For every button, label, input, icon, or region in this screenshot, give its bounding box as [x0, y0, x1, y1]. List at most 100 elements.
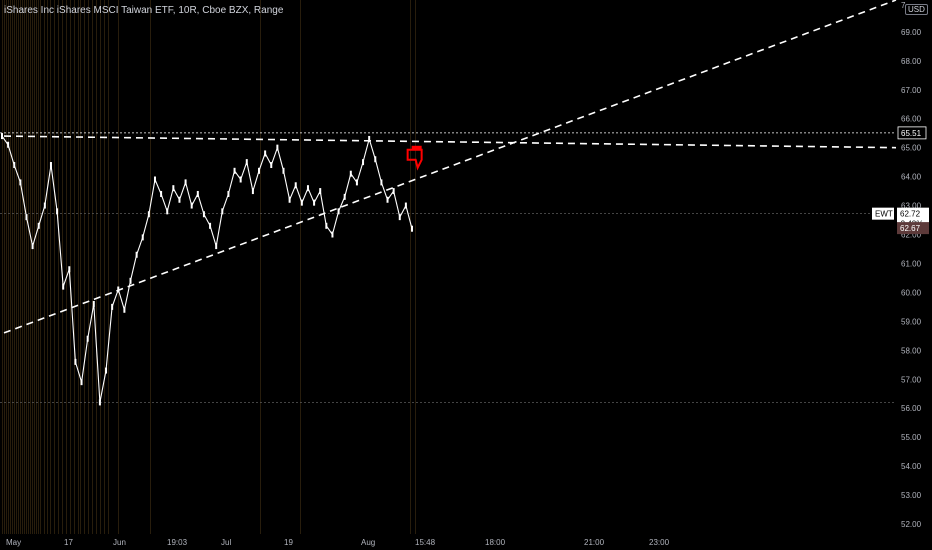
x-tick-label: Aug [361, 538, 375, 547]
price-point [355, 179, 358, 186]
current-price-box [897, 222, 929, 235]
price-point [178, 196, 181, 203]
y-tick-label: 63.00 [901, 202, 922, 211]
price-point [62, 283, 65, 290]
price-point [68, 266, 71, 273]
session-band [92, 0, 93, 534]
session-band [18, 0, 19, 534]
price-point [251, 188, 254, 195]
session-band [22, 0, 23, 534]
price-axis[interactable]: 52.00 53.00 54.00 55.00 56.00 57.00 58.00 59.00… [901, 1, 922, 529]
session-band [415, 0, 416, 534]
trendlines[interactable] [3, 0, 897, 334]
x-tick-label: 15:48 [415, 538, 436, 547]
session-band [38, 0, 39, 534]
x-tick-label: 19:03 [167, 538, 188, 547]
y-tick-label: 67.00 [901, 86, 922, 95]
price-point [135, 251, 138, 258]
price-point [392, 188, 395, 195]
trendline-upper [3, 135, 897, 149]
price-point [404, 202, 407, 209]
session-band [28, 0, 29, 534]
price-point [184, 179, 187, 186]
session-band [26, 0, 27, 534]
session-band [300, 0, 301, 534]
price-point [111, 303, 114, 310]
price-point [294, 182, 297, 189]
session-band [80, 0, 81, 534]
price-point [270, 162, 273, 169]
level-label: 65.51 [901, 129, 922, 138]
session-bands [2, 0, 416, 534]
session-band [84, 0, 85, 534]
price-point [209, 222, 212, 229]
pointing-hand-icon [406, 145, 423, 171]
y-tick-label: 61.00 [901, 259, 922, 268]
session-band [16, 0, 17, 534]
price-point [80, 379, 83, 386]
session-band [150, 0, 151, 534]
currency-badge[interactable]: USD [905, 4, 928, 15]
session-band [96, 0, 97, 534]
y-tick-label: 55.00 [901, 433, 922, 442]
price-point [98, 399, 101, 406]
y-tick-label: 62.00 [901, 231, 922, 240]
price-point [306, 185, 309, 192]
price-point [196, 190, 199, 197]
x-tick-label: Jun [113, 538, 126, 547]
price-point [92, 300, 95, 307]
x-tick-label: 21:00 [584, 538, 605, 547]
y-tick-label: 59.00 [901, 317, 922, 326]
price-point [172, 185, 175, 192]
session-band [6, 0, 7, 534]
session-band [20, 0, 21, 534]
session-band [78, 0, 79, 534]
price-point [411, 225, 413, 232]
session-band [50, 0, 51, 534]
y-tick-label: 54.00 [901, 462, 922, 471]
last-price: 62.72 [900, 210, 921, 219]
price-point [319, 188, 322, 195]
session-band [100, 0, 101, 534]
price-point [141, 234, 144, 241]
session-band [58, 0, 59, 534]
price-point [239, 176, 242, 183]
y-tick-label: 53.00 [901, 491, 922, 500]
price-point [56, 208, 59, 215]
x-tick-label: Jul [221, 538, 231, 547]
price-series [1, 133, 413, 406]
price-line [1, 135, 413, 403]
price-point [160, 190, 163, 197]
session-band [88, 0, 89, 534]
x-tick-label: 18:00 [485, 538, 506, 547]
y-tick-label: 52.00 [901, 520, 922, 529]
session-band [70, 0, 71, 534]
price-point [25, 214, 28, 221]
y-tick-label: 68.00 [901, 57, 922, 66]
session-band [32, 0, 33, 534]
horizontal-lines [0, 132, 896, 403]
price-point [331, 231, 334, 238]
price-point [258, 167, 261, 174]
time-axis[interactable]: May 17 Jun 19:03 Jul 19 Aug 15:48 18:00 21:00 23:0… [6, 538, 670, 547]
session-band [66, 0, 67, 534]
price-point [117, 286, 120, 293]
x-tick-label: 17 [64, 538, 73, 547]
y-tick-label: 69.00 [901, 28, 922, 37]
price-point [123, 306, 126, 313]
y-tick-label: 66.00 [901, 115, 922, 124]
price-point [221, 208, 224, 215]
session-band [44, 0, 45, 534]
y-tick-label: 57.00 [901, 375, 922, 384]
price-point [282, 167, 285, 174]
price-point [129, 277, 132, 284]
price-point [349, 170, 352, 177]
session-band [118, 0, 119, 534]
price-point [166, 208, 169, 215]
price-point [227, 190, 230, 197]
y-tick-label: 65.00 [901, 144, 922, 153]
price-point [288, 196, 291, 203]
session-band [62, 0, 63, 534]
